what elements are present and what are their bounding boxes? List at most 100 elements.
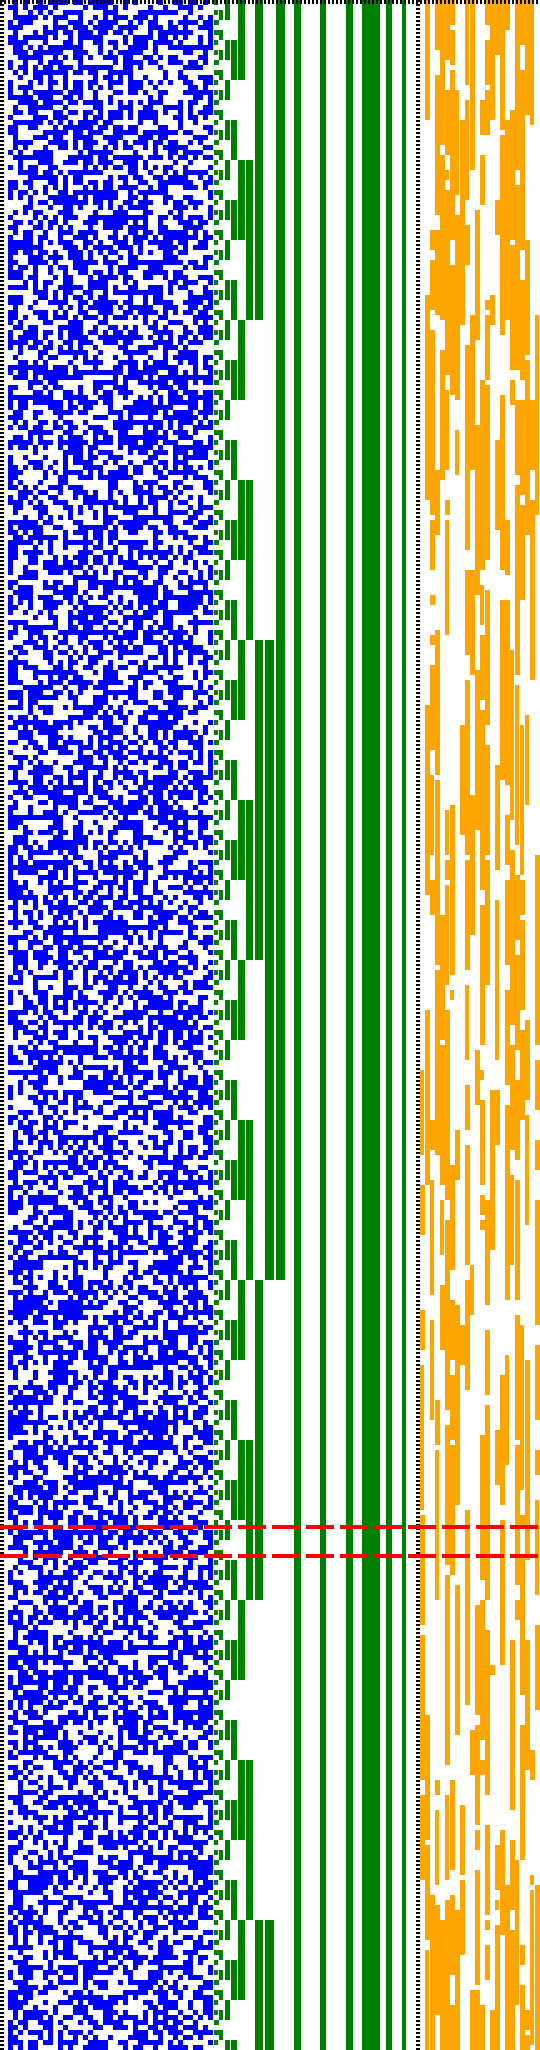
blue-cell-run (118, 845, 123, 850)
blue-cell-run (88, 1665, 98, 1670)
blue-cell-run (53, 940, 63, 945)
blue-cell-run (43, 1220, 48, 1225)
blue-cell-run (38, 1340, 58, 1345)
blue-cell-run (63, 1330, 68, 1335)
blue-cell-run (43, 1710, 48, 1715)
orange-cell-run (450, 30, 455, 65)
orange-cell-run (455, 1305, 460, 1505)
blue-cell-run (143, 1515, 153, 1520)
blue-cell-run (163, 895, 168, 900)
blue-cell-run (28, 810, 33, 815)
blue-cell-run (108, 1920, 113, 1925)
blue-cell-run (133, 15, 148, 20)
blue-cell-run (43, 2000, 48, 2005)
blue-cell-run (123, 1545, 128, 1550)
blue-cell-run (13, 1605, 18, 1610)
blue-cell-run (63, 390, 73, 395)
blue-cell-run (23, 565, 28, 570)
green-tick (215, 1770, 218, 1775)
blue-cell-run (123, 500, 128, 505)
blue-cell-run (58, 1795, 93, 1800)
blue-cell-run (8, 485, 18, 490)
blue-cell-run (113, 1310, 118, 1315)
blue-cell-run (148, 1295, 163, 1300)
green-tick (214, 400, 217, 405)
blue-cell-run (138, 1705, 143, 1710)
blue-cell-run (123, 630, 138, 635)
green-tick (215, 2010, 218, 2015)
blue-cell-run (188, 1885, 193, 1890)
blue-cell-run (123, 785, 128, 790)
blue-cell-run (173, 115, 183, 120)
blue-cell-run (208, 1805, 213, 1810)
blue-cell-run (58, 945, 73, 950)
green-tick (216, 1940, 219, 1945)
green-tick (217, 1670, 220, 1675)
blue-cell-run (23, 1855, 28, 1860)
blue-cell-run (163, 950, 178, 955)
blue-cell-run (8, 660, 28, 665)
blue-cell-run (153, 740, 163, 745)
blue-cell-run (83, 1500, 93, 1505)
blue-cell-run (68, 1810, 78, 1815)
blue-cell-run (68, 400, 73, 405)
blue-cell-run (203, 670, 213, 675)
green-tick (217, 310, 220, 315)
blue-cell-run (158, 185, 168, 190)
blue-cell-run (73, 495, 78, 500)
orange-cell-run (440, 915, 445, 1040)
blue-cell-run (23, 550, 43, 555)
blue-cell-run (113, 330, 123, 335)
blue-cell-run (93, 1230, 98, 1235)
blue-cell-run (148, 1665, 153, 1670)
blue-cell-run (143, 1500, 158, 1505)
blue-cell-run (8, 715, 13, 720)
blue-cell-run (58, 2030, 63, 2035)
blue-cell-run (63, 1905, 73, 1910)
blue-cell-run (98, 1835, 113, 1840)
green-bit-segment (238, 800, 245, 880)
blue-cell-run (158, 1380, 173, 1385)
blue-cell-run (18, 195, 23, 200)
blue-cell-run (173, 535, 178, 540)
blue-cell-run (98, 1300, 108, 1305)
orange-cell-run (465, 860, 470, 970)
blue-cell-run (123, 875, 133, 880)
blue-cell-run (163, 1770, 168, 1775)
blue-cell-run (128, 695, 138, 700)
blue-cell-run (8, 885, 28, 890)
blue-cell-run (178, 1115, 183, 1120)
blue-cell-run (113, 240, 128, 245)
blue-cell-run (58, 190, 68, 195)
blue-cell-run (8, 1430, 28, 1435)
blue-cell-run (183, 1685, 213, 1690)
blue-cell-run (108, 235, 118, 240)
blue-cell-run (13, 840, 28, 845)
blue-cell-run (48, 485, 63, 490)
blue-cell-run (113, 285, 118, 290)
blue-cell-run (118, 1350, 128, 1355)
blue-cell-run (183, 1490, 188, 1495)
blue-cell-run (153, 465, 158, 470)
blue-cell-run (38, 1620, 53, 1625)
blue-cell-run (113, 635, 138, 640)
blue-cell-run (103, 505, 108, 510)
orange-cell-run (450, 990, 454, 1000)
green-tick (214, 1280, 217, 1285)
blue-cell-run (163, 490, 173, 495)
blue-cell-run (33, 285, 38, 290)
blue-cell-run (18, 265, 28, 270)
blue-cell-run (18, 730, 33, 735)
blue-cell-run (118, 415, 123, 420)
blue-cell-run (38, 235, 48, 240)
blue-cell-run (83, 1140, 88, 1145)
blue-cell-run (103, 1340, 123, 1345)
blue-cell-run (183, 940, 188, 945)
blue-cell-run (208, 1560, 213, 1565)
blue-cell-run (98, 1025, 113, 1030)
blue-cell-run (173, 815, 213, 820)
blue-cell-run (138, 595, 158, 600)
blue-cell-run (123, 1070, 153, 1075)
blue-cell-run (133, 890, 143, 895)
blue-cell-run (148, 935, 153, 940)
